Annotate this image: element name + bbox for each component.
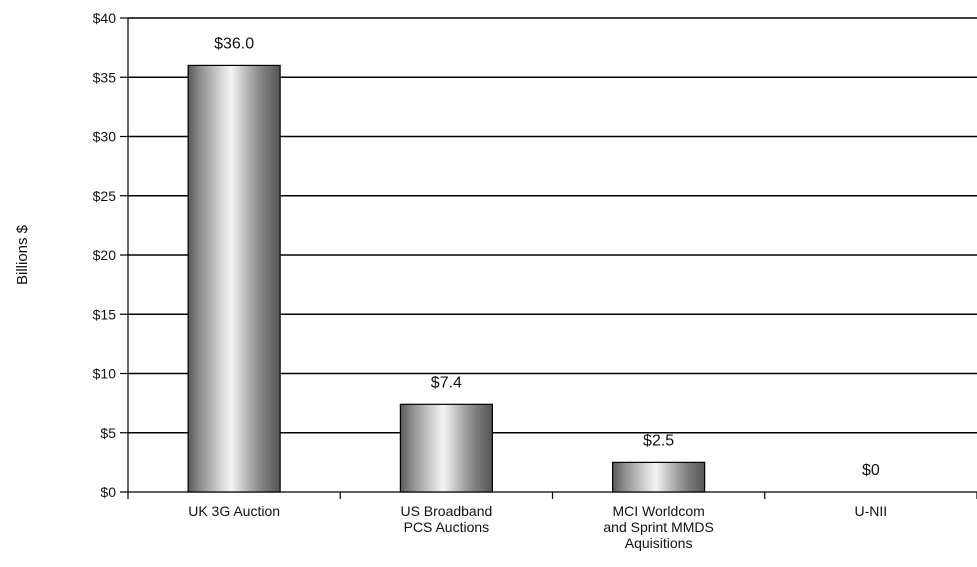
y-tick-label: $20 (93, 247, 117, 263)
labels: $0 $5 $10 $15 $20 $25 $30 $35 $40 $36.0 UK 3G Auct… (93, 10, 888, 551)
y-tick-label: $30 (93, 129, 117, 145)
y-axis-label: Billions $ (14, 224, 31, 285)
data-label: $36.0 (214, 35, 254, 52)
y-tick-label: $0 (100, 484, 116, 500)
x-tick-label: US Broadband PCS Auctions (400, 503, 492, 535)
data-label: $2.5 (643, 432, 674, 449)
bars (187, 64, 706, 493)
bar (187, 64, 281, 493)
y-tick-label: $25 (93, 188, 117, 204)
bar (612, 461, 706, 493)
x-tick-label: U-NII (855, 503, 888, 519)
y-tick-label: $40 (93, 10, 117, 26)
data-label: $7.4 (431, 374, 462, 391)
x-tick-label: MCI Worldcom and Sprint MMDS Aquisitions (603, 503, 713, 551)
y-tick-label: $5 (100, 425, 116, 441)
x-tick-label: UK 3G Auction (188, 503, 280, 519)
bar (399, 403, 493, 493)
y-tick-label: $10 (93, 366, 117, 382)
y-tick-label: $15 (93, 306, 117, 322)
data-label: $0 (862, 462, 880, 479)
y-tick-label: $35 (93, 69, 117, 85)
